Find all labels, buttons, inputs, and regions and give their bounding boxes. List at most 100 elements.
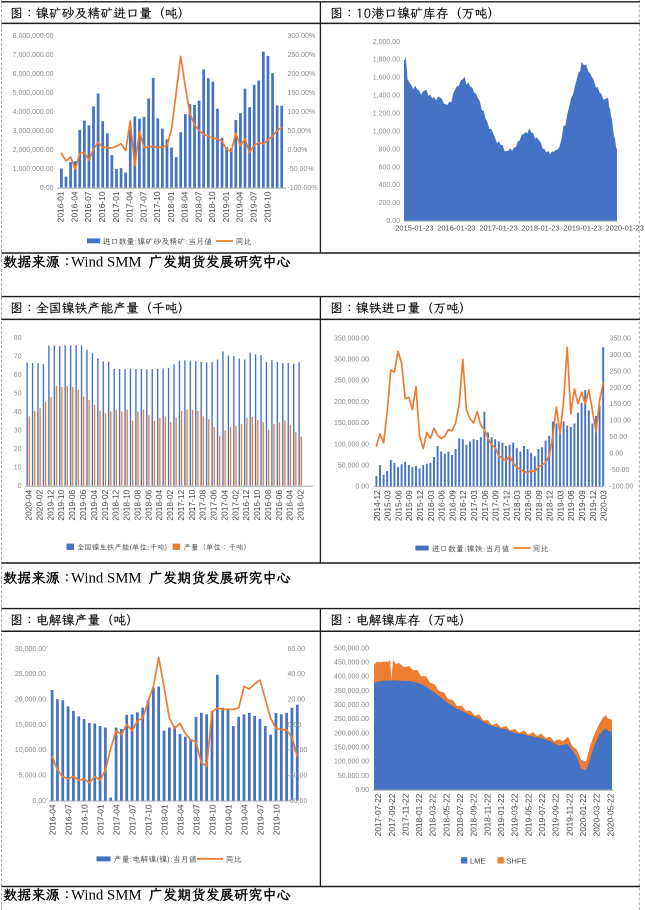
svg-text:70: 70 [14, 353, 22, 360]
svg-text:2015-03: 2015-03 [383, 490, 393, 521]
svg-text:2017-01-23: 2017-01-23 [479, 224, 517, 233]
svg-text:-40.00: -40.00 [288, 773, 308, 780]
svg-text:2016-04: 2016-04 [69, 191, 79, 222]
svg-text:2016-07: 2016-07 [63, 804, 73, 835]
svg-text:2018-12: 2018-12 [111, 490, 121, 521]
svg-text:40: 40 [14, 409, 22, 416]
svg-text:2019-11-22: 2019-11-22 [564, 793, 574, 836]
svg-text:2,000,000.00: 2,000,000.00 [13, 147, 54, 154]
svg-text:2015-01-23: 2015-01-23 [395, 224, 433, 233]
svg-text:2019-03: 2019-03 [555, 490, 565, 521]
svg-text:2019-07-22: 2019-07-22 [537, 793, 547, 836]
svg-text:2016-10: 2016-10 [97, 191, 107, 222]
svg-text:60.00: 60.00 [288, 646, 306, 653]
svg-text:2020-03-22: 2020-03-22 [592, 793, 602, 836]
svg-text:5,000.00: 5,000.00 [19, 773, 46, 780]
svg-text:2016-10: 2016-10 [252, 489, 262, 520]
svg-text:2015-06: 2015-06 [393, 490, 403, 521]
svg-text:2018-04: 2018-04 [180, 191, 190, 222]
svg-text:2017-08: 2017-08 [198, 489, 208, 520]
svg-text:2019-01: 2019-01 [223, 804, 233, 835]
svg-text:-100.00: -100.00 [610, 484, 634, 491]
svg-text:2016-08: 2016-08 [263, 489, 273, 520]
svg-text:2019-02: 2019-02 [100, 489, 110, 520]
svg-text:2016-04: 2016-04 [285, 489, 295, 520]
svg-text:Wind SMM: Wind SMM [71, 571, 142, 587]
svg-text:800.00: 800.00 [379, 146, 401, 153]
svg-text:2018-01-22: 2018-01-22 [414, 793, 424, 836]
svg-text:150.00%: 150.00% [288, 90, 316, 97]
svg-text:Wind SMM: Wind SMM [71, 255, 142, 271]
svg-text:2017-01: 2017-01 [95, 804, 105, 835]
svg-text:-50.00: -50.00 [610, 467, 630, 474]
svg-text:3,000,000.00: 3,000,000.00 [13, 128, 54, 135]
svg-text:100.00: 100.00 [610, 418, 632, 425]
svg-text:30,000.00: 30,000.00 [15, 646, 46, 653]
svg-text:2017-06: 2017-06 [480, 490, 490, 521]
svg-text:2019-07: 2019-07 [248, 191, 258, 222]
svg-text:2017-04: 2017-04 [125, 191, 135, 222]
svg-text:-60.00: -60.00 [288, 798, 308, 805]
svg-text:2019-06: 2019-06 [78, 489, 88, 520]
svg-text:2017-12: 2017-12 [501, 490, 511, 521]
svg-text:2017-01: 2017-01 [111, 191, 121, 222]
svg-text:1,200.00: 1,200.00 [373, 111, 400, 118]
svg-text:200,000.00: 200,000.00 [334, 399, 369, 406]
svg-text:7,000,000.00: 7,000,000.00 [13, 52, 54, 59]
svg-text:1,000.00: 1,000.00 [373, 129, 400, 136]
svg-text:50.00: 50.00 [610, 434, 628, 441]
svg-text:1,600.00: 1,600.00 [373, 75, 400, 82]
svg-text:2018-08: 2018-08 [132, 489, 142, 520]
svg-text:2017-09-22: 2017-09-22 [387, 793, 397, 836]
svg-text:2018-06: 2018-06 [143, 489, 153, 520]
svg-text:2019-03-22: 2019-03-22 [510, 793, 520, 836]
svg-text:2016-06: 2016-06 [437, 490, 447, 521]
svg-text:250.00: 250.00 [610, 368, 632, 375]
svg-text:2017-10: 2017-10 [143, 804, 153, 835]
svg-text:2016-12: 2016-12 [241, 489, 251, 520]
svg-text:2019-12: 2019-12 [45, 489, 55, 520]
svg-text:300,000.00: 300,000.00 [334, 357, 369, 364]
svg-text:15,000.00: 15,000.00 [15, 722, 46, 729]
svg-text:200.00: 200.00 [379, 200, 401, 207]
svg-text:2017-04: 2017-04 [219, 490, 229, 521]
svg-text:30: 30 [14, 428, 22, 435]
svg-text:2019-06: 2019-06 [566, 490, 576, 521]
svg-text:2016-07: 2016-07 [83, 191, 93, 222]
svg-text:6,000,000.00: 6,000,000.00 [13, 71, 54, 78]
svg-text:2018-07-22: 2018-07-22 [455, 793, 465, 836]
svg-text:2017-09: 2017-09 [491, 490, 501, 521]
svg-text:2018-06: 2018-06 [523, 490, 533, 521]
svg-text:2018-01-23: 2018-01-23 [521, 224, 559, 233]
svg-text:2018-03: 2018-03 [512, 490, 522, 521]
svg-text:2019-10: 2019-10 [262, 191, 272, 222]
svg-text:450,000.00: 450,000.00 [334, 660, 369, 667]
svg-text:2017-06: 2017-06 [209, 489, 219, 520]
svg-text:0.00: 0.00 [610, 451, 624, 458]
svg-text:20,000.00: 20,000.00 [15, 697, 46, 704]
svg-text:2018-04: 2018-04 [175, 804, 185, 835]
svg-text:2017-07-22: 2017-07-22 [373, 793, 383, 836]
svg-text:50.00%: 50.00% [288, 128, 312, 135]
svg-text:150,000.00: 150,000.00 [334, 420, 369, 427]
svg-text:2018-10: 2018-10 [122, 489, 132, 520]
svg-text:500,000.00: 500,000.00 [334, 645, 369, 652]
svg-text:2017-04: 2017-04 [111, 804, 121, 835]
svg-text:0.00: 0.00 [355, 787, 369, 794]
svg-text:8,000,000.00: 8,000,000.00 [13, 33, 54, 40]
svg-text:2020-02: 2020-02 [34, 489, 44, 520]
svg-text:2016-09: 2016-09 [447, 490, 457, 521]
svg-text:2017-02: 2017-02 [230, 489, 240, 520]
svg-text:20: 20 [14, 446, 22, 453]
svg-text:SHFE: SHFE [507, 857, 527, 866]
svg-text:80: 80 [14, 335, 22, 342]
svg-text:60: 60 [14, 372, 22, 379]
svg-text:250,000.00: 250,000.00 [334, 716, 369, 723]
svg-text:2017-12: 2017-12 [176, 489, 186, 520]
svg-text:1,400.00: 1,400.00 [373, 93, 400, 100]
svg-text:2019-04: 2019-04 [235, 191, 245, 222]
svg-text:2016-12: 2016-12 [458, 490, 468, 521]
svg-text:2016-10: 2016-10 [79, 804, 89, 835]
svg-text:2018-04: 2018-04 [154, 489, 164, 520]
svg-text:2020-04: 2020-04 [24, 489, 34, 520]
